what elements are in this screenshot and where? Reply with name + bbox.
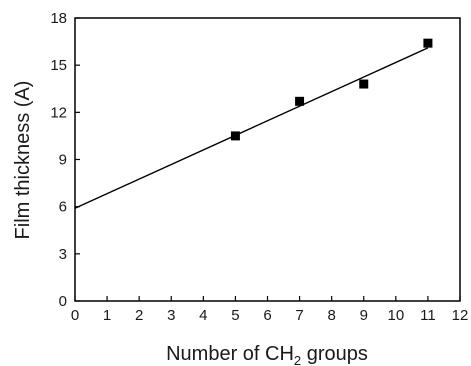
y-axis-ticks: 0 3 6 9 12 15 18 — [50, 10, 80, 310]
x-tick-label: 2 — [135, 307, 143, 324]
x-tick-label: 6 — [263, 307, 271, 324]
x-tick-label: 5 — [231, 307, 239, 324]
x-axis-title: Number of CH2 groups — [166, 343, 368, 366]
x-tick-label: 7 — [295, 307, 303, 324]
data-points — [230, 38, 433, 141]
x-tick-label: 3 — [167, 307, 175, 324]
x-tick-label: 1 — [103, 307, 111, 324]
y-tick-label: 0 — [59, 293, 67, 310]
x-tick-label: 12 — [452, 307, 469, 324]
data-point — [230, 131, 240, 141]
x-tick-label: 9 — [360, 307, 368, 324]
x-tick-label: 10 — [387, 307, 404, 324]
fit-line — [74, 47, 429, 209]
y-tick-label: 18 — [50, 10, 67, 27]
y-tick-label: 3 — [59, 246, 67, 263]
plot-area — [74, 17, 461, 302]
y-tick-label: 15 — [50, 57, 67, 74]
y-tick-label: 6 — [59, 199, 67, 216]
data-point — [359, 79, 369, 89]
x-axis-ticks: 0 1 2 3 4 5 6 7 8 9 10 11 12 — [71, 296, 469, 324]
x-tick-label: 4 — [199, 307, 207, 324]
y-tick-label: 12 — [50, 104, 67, 121]
y-tick-label: 9 — [59, 152, 67, 169]
x-tick-label: 11 — [420, 307, 436, 324]
data-point — [423, 38, 433, 48]
y-axis-title: Film thickness (A) — [12, 81, 34, 240]
x-tick-label: 8 — [327, 307, 335, 324]
x-tick-label: 0 — [71, 307, 79, 324]
data-point — [295, 96, 305, 106]
